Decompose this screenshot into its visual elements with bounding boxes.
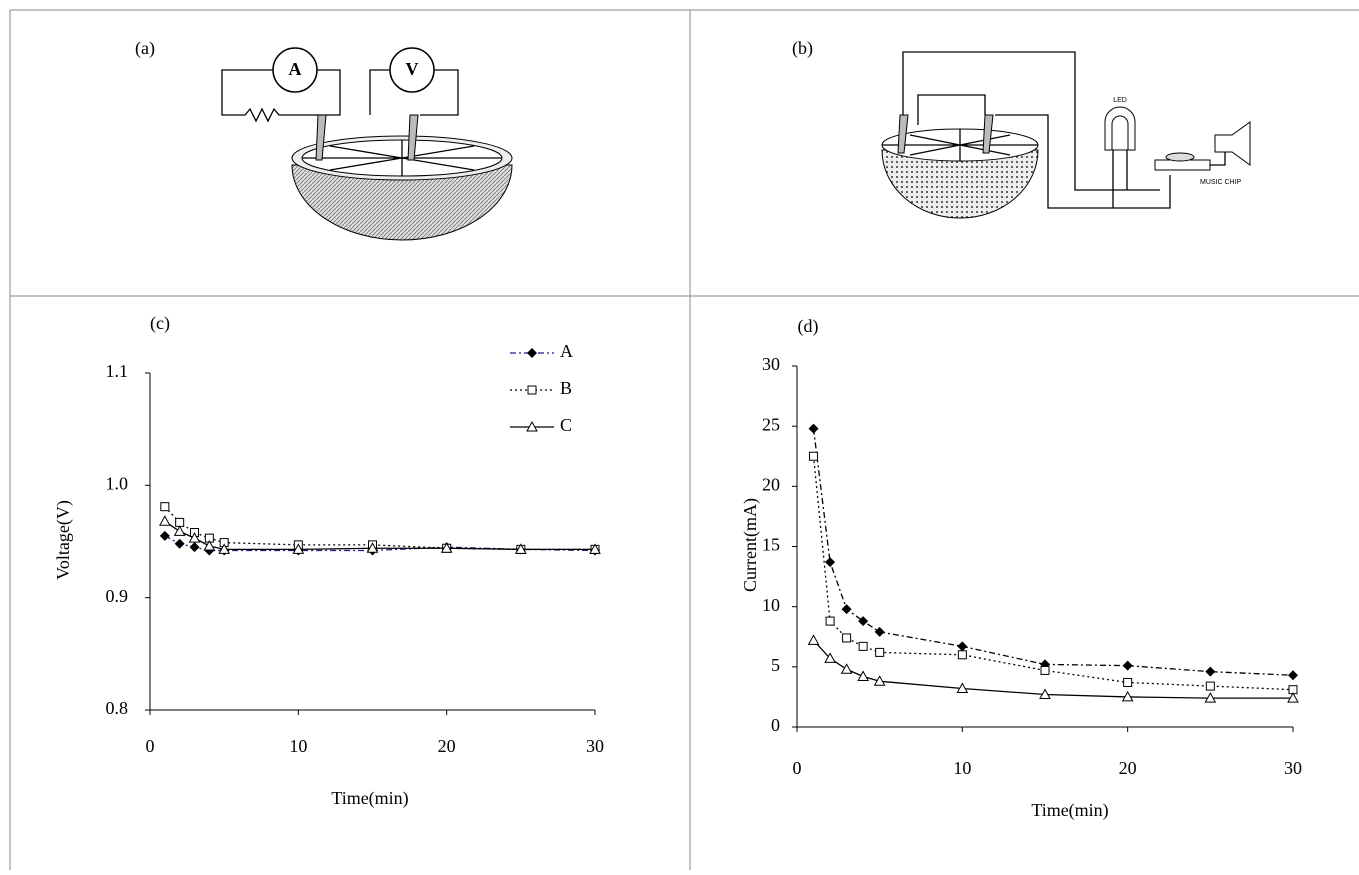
data-point xyxy=(825,616,835,626)
legend-marker xyxy=(526,420,538,432)
data-point xyxy=(366,542,379,553)
legend-marker xyxy=(527,348,537,358)
series-line xyxy=(164,506,595,551)
data-point xyxy=(841,604,852,615)
y-tick-label: 0.9 xyxy=(106,586,129,606)
y-tick-label: 0.8 xyxy=(106,698,129,718)
data-point xyxy=(1039,688,1051,700)
y-tick-label: 1.1 xyxy=(106,361,129,381)
data-point xyxy=(809,451,819,461)
y-tick-label: 0 xyxy=(771,715,780,735)
series-line xyxy=(813,639,1293,699)
chart-title: (c) xyxy=(150,313,170,334)
x-tick-label: 0 xyxy=(793,758,802,778)
series-line xyxy=(164,535,596,552)
x-axis-title: Time(min) xyxy=(1031,800,1108,821)
series-line xyxy=(812,428,1294,676)
data-point xyxy=(957,650,967,660)
data-point xyxy=(440,542,453,553)
data-point xyxy=(1121,690,1134,702)
data-point xyxy=(175,517,185,527)
panel-label: (a) xyxy=(135,38,155,59)
legend-label: C xyxy=(560,415,572,435)
data-point xyxy=(873,675,886,686)
y-tick-label: 25 xyxy=(762,414,780,434)
voltmeter-label: V xyxy=(406,59,419,79)
series-line xyxy=(812,456,1294,691)
legend-marker xyxy=(527,385,537,395)
x-axis-title: Time(min) xyxy=(331,788,408,809)
y-tick-label: 10 xyxy=(762,595,780,615)
data-point xyxy=(874,626,885,637)
data-point xyxy=(189,542,200,553)
x-tick-label: 0 xyxy=(146,736,155,756)
y-tick-label: 1.0 xyxy=(106,473,129,493)
data-point xyxy=(840,663,853,674)
y-tick-label: 15 xyxy=(762,535,780,555)
data-point xyxy=(218,543,231,554)
diagram-a: (a) A V xyxy=(135,38,513,241)
data-point xyxy=(514,543,527,554)
data-point xyxy=(292,543,305,554)
ammeter-label: A xyxy=(289,59,302,79)
data-point xyxy=(1205,681,1215,691)
data-point xyxy=(857,670,869,681)
x-tick-label: 20 xyxy=(1119,758,1137,778)
data-point xyxy=(1288,670,1298,681)
data-point xyxy=(1122,660,1133,671)
data-point xyxy=(173,525,186,536)
data-point xyxy=(1123,677,1133,687)
legend-label: A xyxy=(560,341,573,361)
data-point xyxy=(808,423,819,434)
legend-label: B xyxy=(560,378,572,398)
data-point xyxy=(159,530,170,541)
series-line xyxy=(164,520,595,551)
diagram-b: (b) LED MUSIC CHIP xyxy=(792,38,1251,219)
data-point xyxy=(956,682,969,693)
x-tick-label: 10 xyxy=(953,758,971,778)
data-point xyxy=(842,633,852,643)
y-axis-title: Voltage(V) xyxy=(53,500,74,580)
x-tick-label: 30 xyxy=(586,736,604,756)
chart-title: (d) xyxy=(798,316,819,337)
data-point xyxy=(858,641,868,651)
data-point xyxy=(1040,665,1050,675)
panel-frame xyxy=(9,9,1359,870)
led-label: LED xyxy=(1113,97,1127,104)
y-tick-label: 20 xyxy=(762,474,780,494)
x-tick-label: 20 xyxy=(438,736,456,756)
data-point xyxy=(188,532,201,543)
y-axis-title: Current(mA) xyxy=(740,498,761,592)
data-point xyxy=(174,538,185,549)
data-point xyxy=(589,543,601,554)
data-point xyxy=(807,634,820,645)
y-tick-label: 5 xyxy=(771,655,780,675)
data-point xyxy=(1205,666,1216,677)
chip-label: MUSIC CHIP xyxy=(1200,179,1242,186)
data-point xyxy=(1204,692,1217,703)
data-point xyxy=(858,616,869,627)
x-tick-label: 10 xyxy=(289,736,307,756)
data-point xyxy=(875,647,885,657)
data-point xyxy=(957,641,968,652)
data-point xyxy=(824,652,836,663)
y-tick-label: 30 xyxy=(762,354,780,374)
data-point xyxy=(1287,692,1299,703)
data-point xyxy=(203,539,216,551)
data-point xyxy=(158,515,171,526)
x-tick-label: 30 xyxy=(1284,758,1302,778)
data-point xyxy=(160,502,170,512)
data-point xyxy=(825,557,836,568)
panel-label: (b) xyxy=(792,38,813,59)
